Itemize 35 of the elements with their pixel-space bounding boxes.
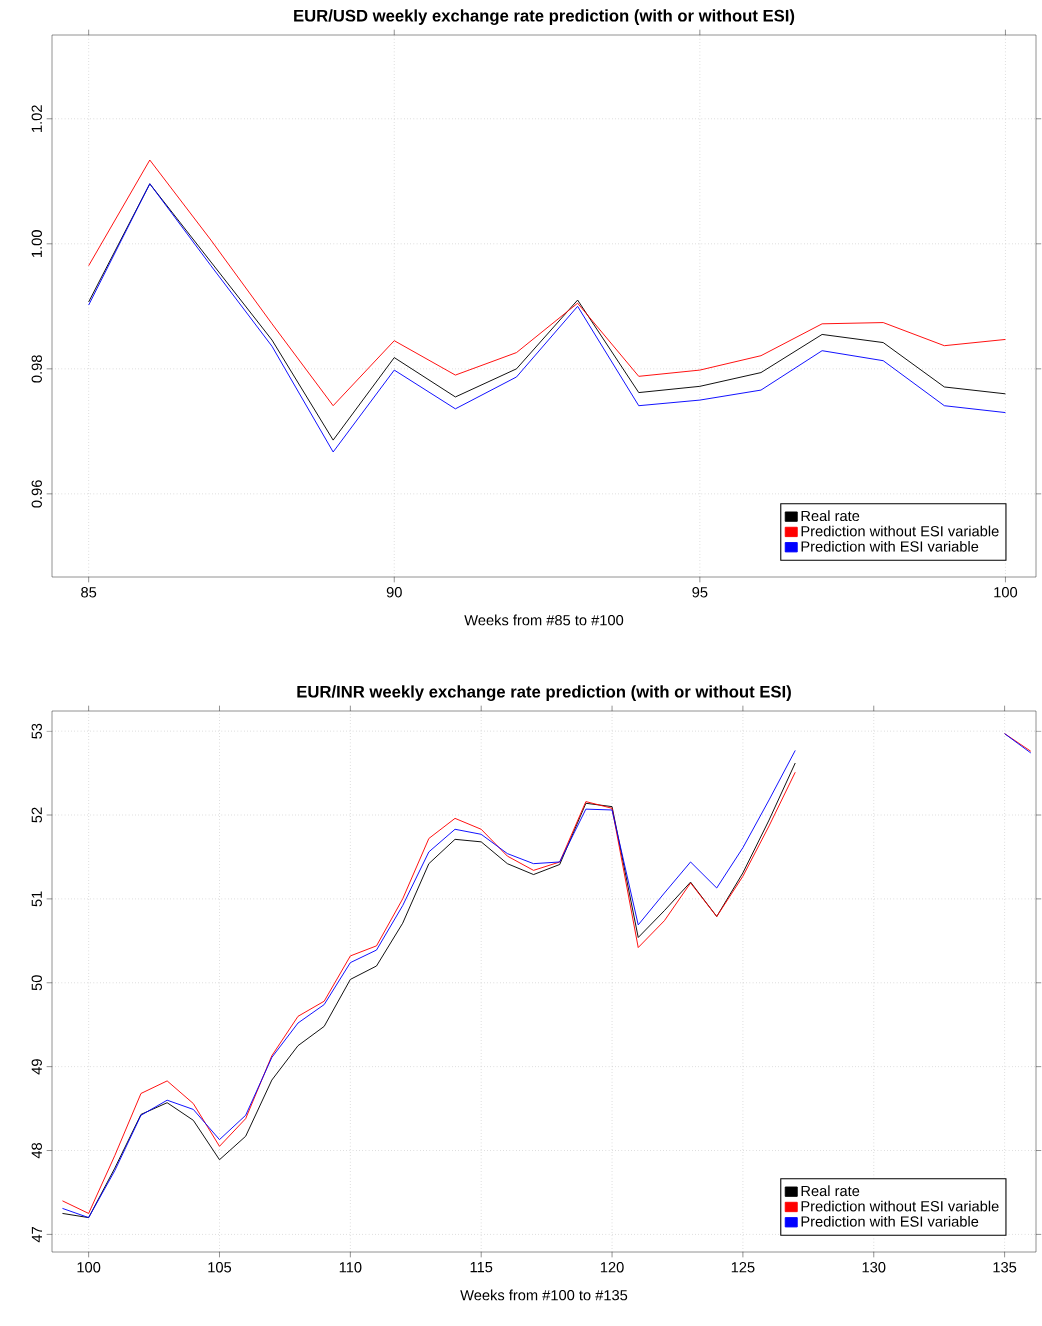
x-tick-label: 110 bbox=[339, 1262, 362, 1273]
x-axis-title: Weeks from #100 to #135 bbox=[460, 1289, 628, 1301]
y-tick-label: 0.96 bbox=[31, 480, 43, 508]
legend-label: Prediction without ESI variable bbox=[801, 1200, 999, 1212]
y-tick-label: 52 bbox=[31, 807, 43, 823]
x-tick-label: 120 bbox=[601, 1262, 624, 1273]
legend-label: Prediction with ESI variable bbox=[801, 1215, 979, 1227]
y-tick-label: 53 bbox=[31, 723, 43, 739]
x-axis-title: Weeks from #85 to #100 bbox=[464, 614, 624, 626]
x-tick-label: 125 bbox=[731, 1262, 755, 1273]
x-tick-label: 105 bbox=[208, 1262, 232, 1273]
chart-title: EUR/USD weekly exchange rate prediction (with or without ESI) bbox=[294, 9, 795, 25]
chart-title: EUR/INR weekly exchange rate prediction (with or without ESI) bbox=[297, 685, 792, 701]
x-tick-label: 100 bbox=[77, 1262, 101, 1273]
y-tick-label: 1.02 bbox=[31, 105, 43, 132]
y-tick-label: 50 bbox=[31, 975, 43, 991]
y-tick-label: 48 bbox=[31, 1143, 43, 1159]
y-tick-label: 47 bbox=[32, 1226, 43, 1243]
y-tick-label: 1.00 bbox=[31, 230, 43, 257]
x-tick-label: 115 bbox=[470, 1262, 493, 1273]
y-tick-label: 49 bbox=[31, 1059, 43, 1075]
line-series bbox=[88, 159, 1007, 407]
line-series bbox=[62, 762, 796, 1219]
y-tick-label: 0.98 bbox=[31, 355, 43, 383]
x-tick-label: 130 bbox=[862, 1262, 886, 1273]
x-tick-label: 100 bbox=[994, 587, 1018, 598]
legend-label: Real rate bbox=[801, 510, 860, 522]
x-tick-label: 90 bbox=[387, 587, 403, 598]
legend-label: Prediction with ESI variable bbox=[801, 540, 979, 552]
y-tick-label: 51 bbox=[31, 891, 43, 907]
x-tick-label: 85 bbox=[81, 587, 97, 598]
legend-label: Prediction without ESI variable bbox=[801, 525, 999, 537]
x-tick-label: 135 bbox=[993, 1262, 1017, 1273]
x-tick-label: 95 bbox=[692, 587, 708, 598]
legend-label: Real rate bbox=[801, 1185, 860, 1197]
